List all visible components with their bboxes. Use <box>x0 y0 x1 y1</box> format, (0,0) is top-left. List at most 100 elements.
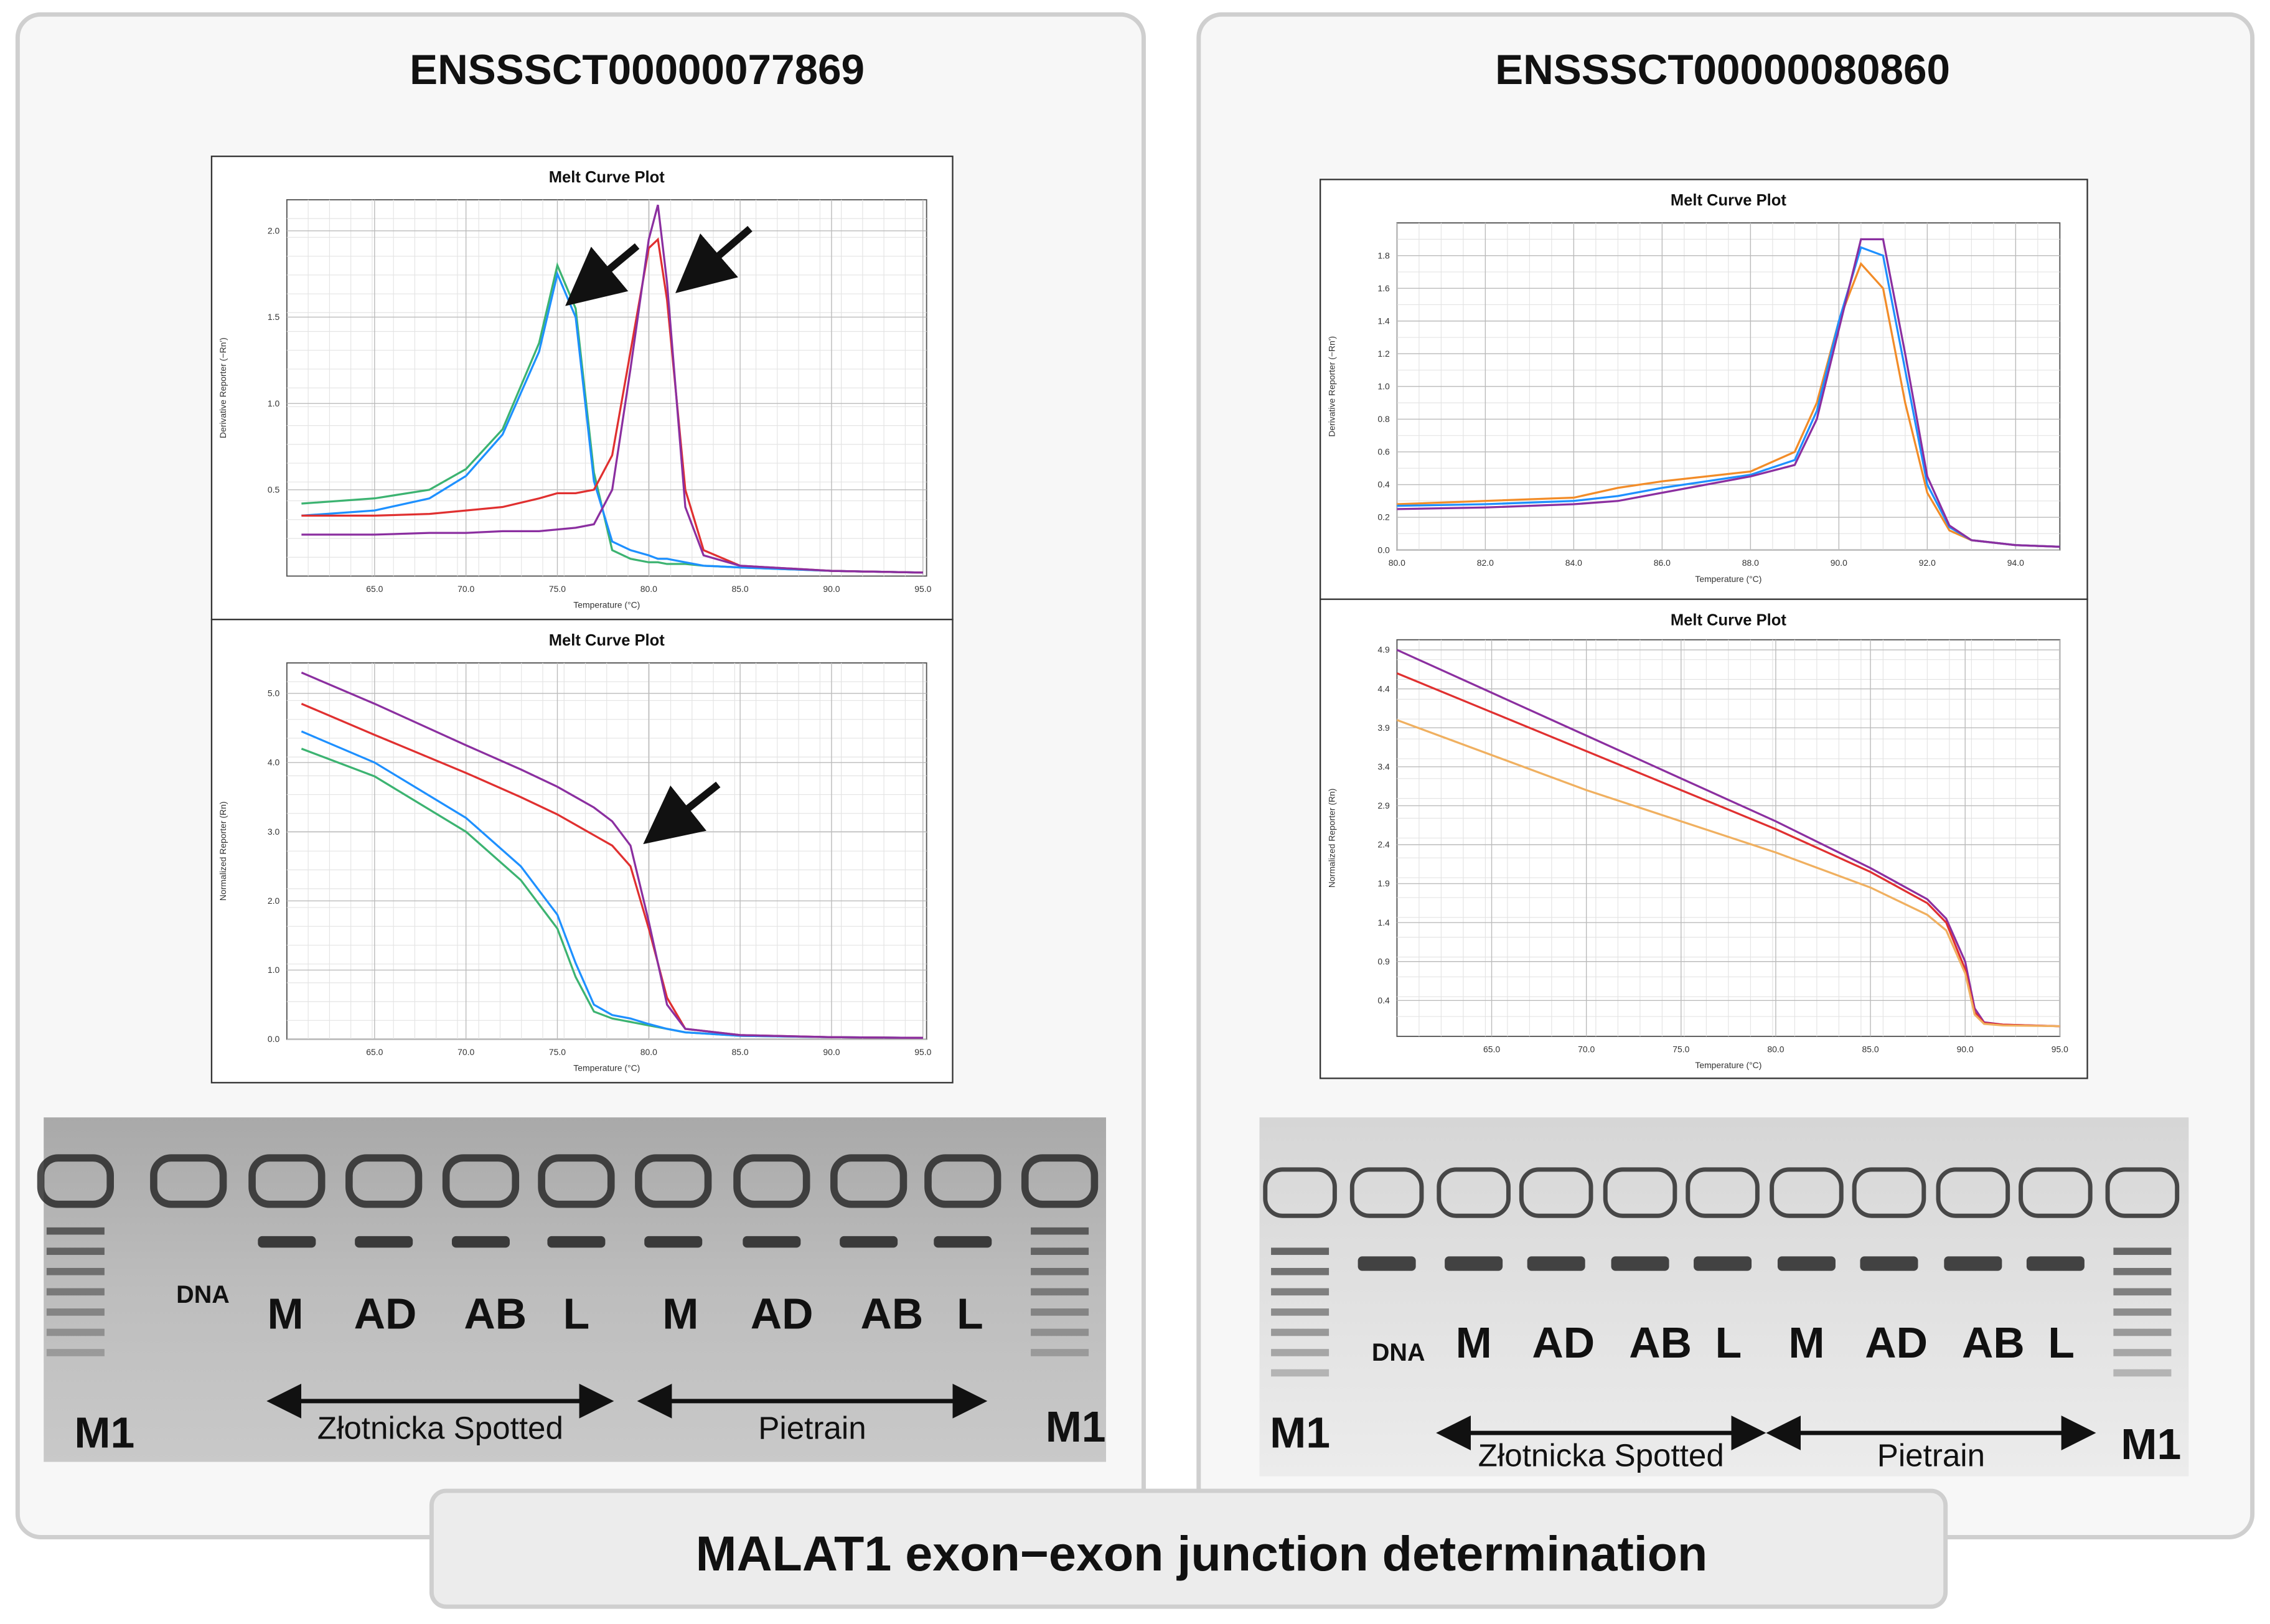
ladder-band <box>1271 1328 1330 1336</box>
ladder-band <box>46 1328 105 1336</box>
x-tick-label: 90.0 <box>1831 558 1847 568</box>
ladder-band <box>2113 1267 2172 1275</box>
gel-band <box>1611 1256 1669 1271</box>
y-tick-label: 3.9 <box>1377 723 1390 733</box>
x-tick-label: 80.0 <box>1389 558 1405 568</box>
x-tick-label: 94.0 <box>2007 558 2024 568</box>
lane-label: M <box>1456 1318 1492 1367</box>
x-axis-label: Temperature (°C) <box>1695 574 1761 584</box>
y-tick-label: 0.6 <box>1377 447 1390 457</box>
ladder-band <box>1031 1349 1089 1356</box>
y-axis-label: Normalized Reporter (Rn) <box>218 802 228 901</box>
gel-well <box>538 1154 615 1208</box>
banner <box>429 1488 1948 1609</box>
marker-label: M1 <box>1270 1408 1330 1457</box>
pointer-arrow <box>675 225 753 293</box>
x-tick-label: 90.0 <box>823 1047 840 1057</box>
y-tick-label: 1.0 <box>1377 382 1390 392</box>
lane-label: AB <box>860 1290 923 1338</box>
y-tick-label: 0.5 <box>268 484 280 494</box>
lane-label: L <box>2048 1318 2075 1367</box>
ladder-band <box>1271 1349 1330 1356</box>
gel-well <box>1263 1167 1337 1218</box>
ladder-band <box>1031 1227 1089 1235</box>
y-tick-label: 5.0 <box>268 688 280 698</box>
gel-band <box>258 1236 316 1248</box>
y-tick-label: 2.0 <box>268 225 280 235</box>
group-label: Złotnicka Spotted <box>1478 1438 1724 1473</box>
y-tick-label: 1.8 <box>1377 250 1390 260</box>
ladder-band <box>1031 1247 1089 1256</box>
gel-well <box>733 1154 810 1208</box>
lane-label: DNA <box>176 1281 230 1308</box>
ladder-band <box>46 1288 105 1296</box>
y-tick-label: 0.8 <box>1377 414 1390 424</box>
gel-well <box>924 1154 1001 1208</box>
gel-band <box>1777 1256 1836 1271</box>
x-axis-label: Temperature (°C) <box>573 1063 640 1073</box>
y-tick-label: 4.0 <box>268 758 280 767</box>
gel-well <box>2105 1167 2180 1218</box>
y-tick-label: 1.0 <box>268 965 280 975</box>
x-tick-label: 95.0 <box>2052 1044 2068 1054</box>
x-tick-label: 86.0 <box>1654 558 1671 568</box>
panel-title: ENSSSCT00000077869 <box>410 47 865 93</box>
plot-title: Melt Curve Plot <box>1671 192 1787 209</box>
series-line <box>301 204 923 574</box>
gel-band <box>1860 1256 1918 1271</box>
gel-well <box>1349 1167 1424 1218</box>
x-tick-label: 80.0 <box>640 584 657 594</box>
gel-well <box>150 1154 227 1208</box>
content: 65.0 70.0 75.0 80.0 85.0 90.0 95.0 0.5 1.0 1.5 2.0… <box>37 155 2189 1476</box>
pointer-arrow <box>643 781 721 845</box>
ladder-band <box>2113 1369 2172 1377</box>
ladder-band <box>1271 1308 1330 1316</box>
lane-label: M <box>1788 1318 1824 1367</box>
ladder-band <box>46 1308 105 1316</box>
y-tick-label: 0.4 <box>1377 479 1390 489</box>
lane-label: AD <box>354 1290 417 1338</box>
ladder-band <box>46 1349 105 1356</box>
y-tick-label: 4.9 <box>1377 645 1390 655</box>
gel-band <box>1527 1256 1585 1271</box>
y-tick-label: 0.4 <box>1377 995 1390 1005</box>
gel-band <box>547 1236 606 1248</box>
x-axis-label: Temperature (°C) <box>1695 1060 1761 1070</box>
gel-well <box>1519 1167 1593 1218</box>
y-tick-label: 0.0 <box>1377 545 1390 555</box>
gel-well <box>1603 1167 1677 1218</box>
group-label: Złotnicka Spotted <box>317 1410 563 1445</box>
lane-label: M <box>267 1290 303 1338</box>
ladder-band <box>1031 1267 1089 1275</box>
gel-band <box>1694 1256 1752 1271</box>
series-line <box>301 672 923 1039</box>
x-tick-label: 90.0 <box>823 584 840 594</box>
series-line <box>301 730 923 1039</box>
x-tick-label: 85.0 <box>732 1047 749 1057</box>
marker-label: M1 <box>74 1408 134 1457</box>
x-tick-label: 80.0 <box>640 1047 657 1057</box>
gel-well <box>248 1154 326 1208</box>
y-tick-label: 1.2 <box>1377 349 1390 359</box>
gel-well <box>830 1154 908 1208</box>
gel-band <box>934 1236 992 1248</box>
series-line <box>1396 719 2060 1028</box>
ladder-band <box>1271 1369 1330 1377</box>
gel-well <box>345 1154 423 1208</box>
x-tick-label: 80.0 <box>1767 1044 1784 1054</box>
lane-label: AB <box>1629 1318 1692 1367</box>
lane-label: AD <box>1532 1318 1595 1367</box>
gel-well <box>1852 1167 1926 1218</box>
lane-label: AD <box>1865 1318 1928 1367</box>
group-label: Pietrain <box>1877 1438 1985 1473</box>
ladder-band <box>1031 1288 1089 1296</box>
ladder-band <box>46 1247 105 1256</box>
gel-band <box>355 1236 413 1248</box>
ladder-band <box>46 1227 105 1235</box>
gel-band <box>743 1236 801 1248</box>
gel-well <box>1021 1154 1099 1208</box>
series-line <box>301 237 923 574</box>
gel-band <box>1944 1256 2002 1271</box>
x-tick-label: 75.0 <box>1672 1044 1689 1054</box>
